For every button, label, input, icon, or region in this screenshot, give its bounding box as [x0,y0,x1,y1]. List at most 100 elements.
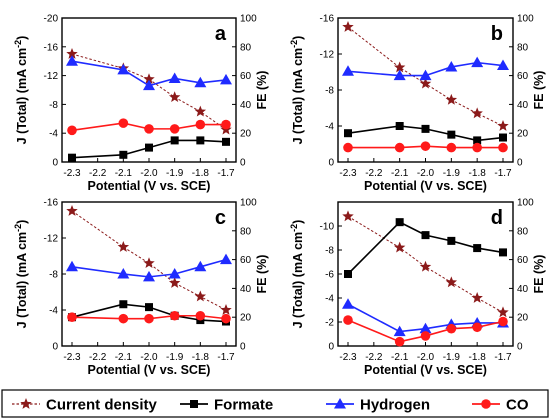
data-point-formate [499,133,507,142]
data-point-formate [222,137,230,146]
x-tick-label: -2.1 [391,352,409,363]
data-point-co [343,315,353,325]
x-tick-label: -2.1 [391,168,409,179]
data-point-hydrogen [66,55,78,66]
data-point-formate [421,124,430,133]
series-formate [68,136,230,162]
data-point-hydrogen [445,60,458,72]
x-tick-label: -1.9 [443,168,461,179]
legend-item-hydrogen: Hydrogen [326,397,430,414]
legend-marker [334,398,346,409]
panel-d: -2.3 -2.2 -2.1 -2.0 -1.9 -1.8 -1.7 -10 -8 -6 -4 -2 0… [289,198,546,378]
x-axis-label: Potential (V vs. SCE) [364,179,487,193]
left-tick-label: -20 [44,14,59,25]
series-co [67,310,231,324]
left-tick-label: -6 [325,270,334,281]
data-point-formate [119,300,128,309]
right-axis-label: FE (%) [255,255,269,294]
data-point-co [144,313,154,324]
left-tick-label: -4 [325,122,334,133]
panel-label: c [215,207,226,229]
data-point-current-density [497,120,509,131]
right-tick-label: 20 [240,129,252,140]
left-axis-label-close: ) [15,220,29,224]
series-line-hydrogen [71,60,227,87]
legend-marker [190,400,198,408]
x-tick-label: -1.8 [192,352,210,363]
left-tick-label: -8 [325,246,334,257]
legend-label: Current density [46,397,158,414]
right-tick-label: 80 [517,42,529,53]
series-formate [344,122,507,145]
data-point-current-density [497,306,509,318]
right-tick-label: 40 [240,284,252,295]
data-point-current-density [194,105,207,117]
legend-box [1,389,549,418]
data-point-co [195,310,206,321]
left-axis-label-close: ) [291,220,305,224]
left-axis-label: J (Total) (mA cm-2) [13,220,29,329]
data-point-current-density [342,210,354,222]
right-tick-label: 60 [517,255,529,266]
left-axis-label-sup: -2 [289,40,299,48]
right-tick-label: 0 [517,342,523,353]
right-axis-label: FE (%) [255,71,269,110]
right-axis-label: FE (%) [532,255,546,294]
series-current-density [66,205,232,315]
series-formate [344,218,507,278]
data-point-co [446,142,457,153]
data-point-co [221,119,231,130]
data-point-co [343,142,353,153]
data-point-co [67,125,77,136]
series-line-formate [71,139,227,159]
right-tick-label: 100 [240,198,257,209]
x-tick-label: -1.7 [494,168,512,179]
legend-item-formate: Formate [180,397,273,414]
left-tick-label: 0 [52,342,58,353]
data-point-formate [344,129,352,138]
data-point-co [420,141,431,151]
data-point-formate [170,136,179,145]
panel-label: a [215,23,227,45]
data-point-co [498,316,508,327]
series-hydrogen [342,298,509,337]
x-tick-label: -2.3 [339,352,357,363]
right-tick-label: 40 [517,100,529,111]
data-point-current-density [445,276,458,288]
data-point-co [195,119,206,130]
right-tick-label: 40 [517,284,529,295]
x-tick-label: -2.1 [115,168,133,179]
series-hydrogen [342,56,509,81]
data-point-formate [395,218,404,227]
series-co [343,315,508,347]
data-point-hydrogen [168,268,181,279]
data-point-formate [447,236,456,245]
left-tick-label: -16 [44,42,59,53]
legend-label: Hydrogen [360,397,430,414]
left-tick-label: 0 [52,158,58,169]
x-axis-label: Potential (V vs. SCE) [364,363,487,377]
legend-label: CO [506,397,529,414]
right-tick-label: 40 [240,100,252,111]
data-point-co [67,312,77,323]
data-point-hydrogen [143,79,155,91]
data-point-hydrogen [194,260,207,272]
data-point-co [498,142,508,153]
left-tick-label: -12 [44,234,59,245]
left-tick-label: -16 [320,14,335,25]
x-tick-label: -1.8 [192,168,210,179]
left-axis-label-sup: -2 [13,224,23,232]
legend: Current density Formate Hydrogen CO [1,389,549,418]
data-point-hydrogen [342,298,354,309]
data-point-hydrogen [66,260,78,272]
x-axis-label: Potential (V vs. SCE) [88,179,211,193]
x-tick-label: -2.3 [63,168,81,179]
data-point-hydrogen [471,56,484,68]
right-tick-label: 20 [517,129,529,140]
right-tick-label: 100 [240,14,257,25]
data-point-formate [395,122,404,130]
left-tick-label: -16 [44,198,59,209]
data-point-current-density [393,61,406,73]
right-tick-label: 20 [517,313,529,324]
series-hydrogen [66,253,232,282]
